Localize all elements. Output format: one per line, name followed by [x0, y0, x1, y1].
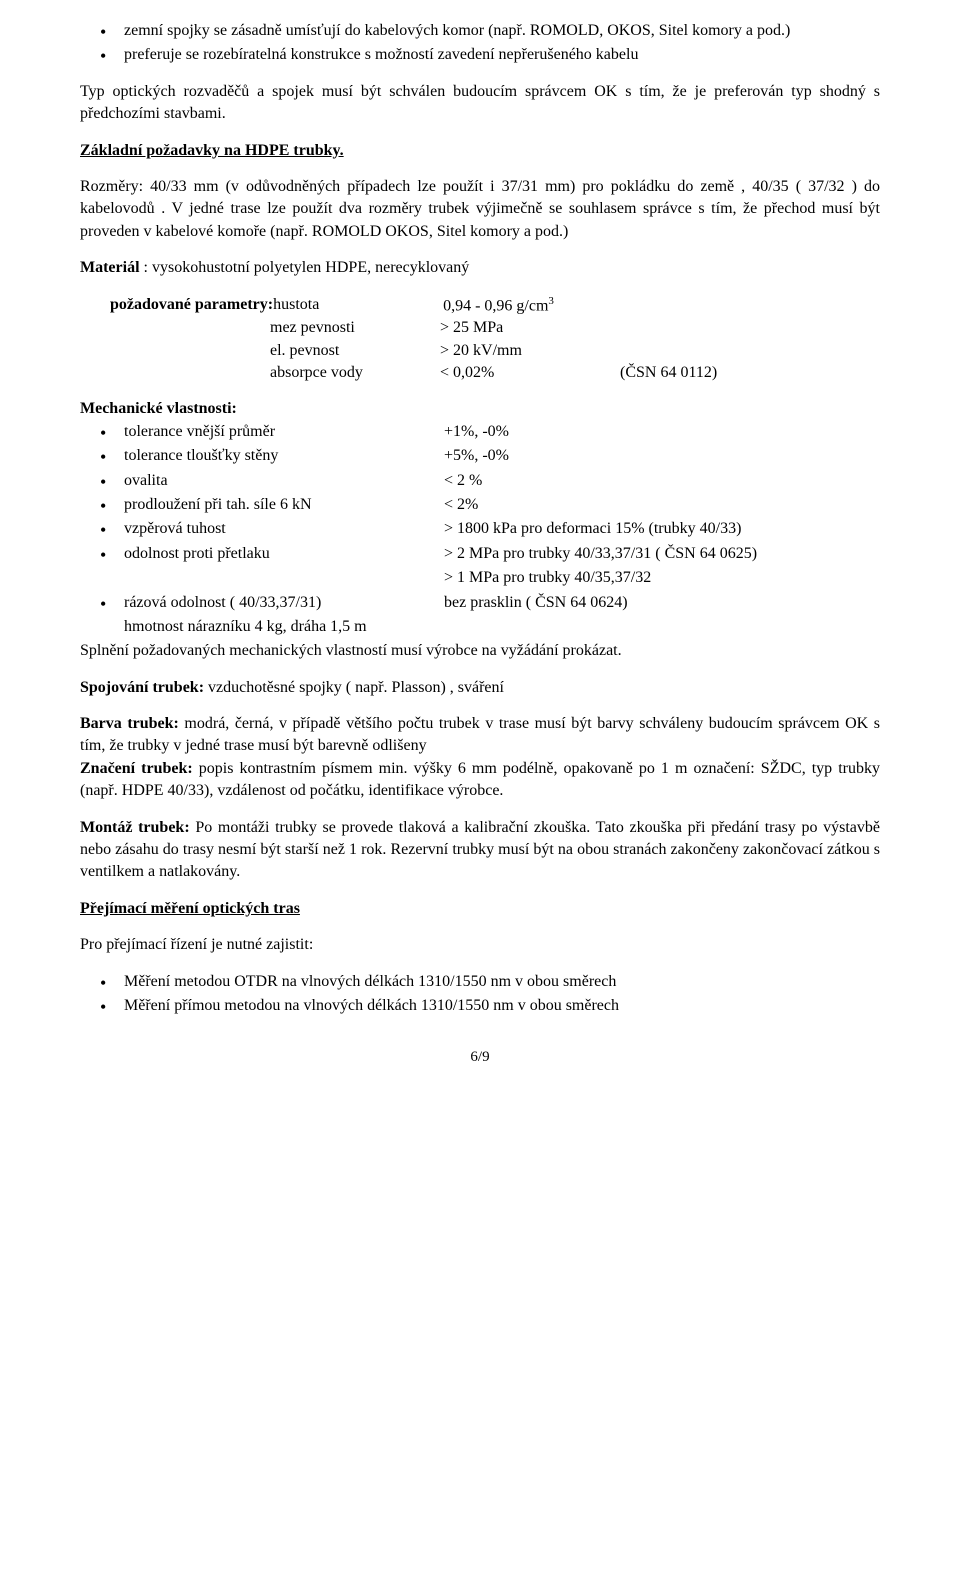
page-number: 6/9	[80, 1047, 880, 1068]
spoj-text: vzduchotěsné spojky ( např. Plasson) , s…	[204, 679, 504, 696]
list-item: zemní spojky se zásadně umísťují do kabe…	[100, 20, 880, 42]
mech-key: prodloužení při tah. síle 6 kN	[124, 494, 444, 516]
paragraph-barva: Barva trubek: modrá, černá, v případě vě…	[80, 713, 880, 758]
mech-heading: Mechanické vlastnosti:	[80, 398, 880, 420]
paragraph-splneni: Splnění požadovaných mechanických vlastn…	[80, 640, 880, 662]
paragraph-typ: Typ optických rozvaděčů a spojek musí bý…	[80, 81, 880, 126]
list-item: Měření metodou OTDR na vlnových délkách …	[100, 971, 880, 993]
mech-extra-text: hmotnost nárazníku 4 kg, dráha 1,5 m	[80, 616, 880, 638]
montaz-label: Montáž trubek:	[80, 819, 190, 836]
param-val: 0,94 - 0,96 g/cm3	[443, 294, 623, 318]
paragraph-montaz: Montáž trubek: Po montáži trubky se prov…	[80, 817, 880, 884]
params-block: požadované parametry: hustota 0,94 - 0,9…	[80, 294, 880, 385]
mech-val: > 2 MPa pro trubky 40/33,37/31 ( ČSN 64 …	[444, 543, 757, 565]
mech-val: < 2%	[444, 494, 478, 516]
param-heading: požadované parametry:	[80, 294, 273, 318]
mech-val: +1%, -0%	[444, 421, 509, 443]
param-key: absorpce vody	[270, 362, 440, 384]
mech-key: odolnost proti přetlaku	[124, 543, 444, 565]
mech-extra-line: > 1 MPa pro trubky 40/35,37/32	[80, 567, 880, 589]
material-text: : vysokohustotní polyetylen HDPE, nerecy…	[140, 259, 470, 276]
paragraph-znaceni: Značení trubek: popis kontrastním písmem…	[80, 758, 880, 803]
param-key: hustota	[273, 294, 443, 318]
param-extra: (ČSN 64 0112)	[620, 362, 717, 384]
mech-key: rázová odolnost ( 40/33,37/31)	[124, 592, 444, 614]
mech-val: > 1800 kPa pro deformaci 15% (trubky 40/…	[444, 518, 741, 540]
material-label: Materiál	[80, 259, 140, 276]
spoj-label: Spojování trubek:	[80, 679, 204, 696]
param-val: < 0,02%	[440, 362, 620, 384]
mech-key: ovalita	[124, 470, 444, 492]
mech-block: tolerance vnější průměr+1%, -0% toleranc…	[80, 421, 880, 639]
list-item: preferuje se rozebíratelná konstrukce s …	[100, 44, 880, 66]
mech-key: tolerance tloušťky stěny	[124, 445, 444, 467]
paragraph-spojovani: Spojování trubek: vzduchotěsné spojky ( …	[80, 677, 880, 699]
heading-hdpe: Základní požadavky na HDPE trubky.	[80, 140, 880, 162]
top-bullet-list: zemní spojky se zásadně umísťují do kabe…	[80, 20, 880, 67]
mech-key: tolerance vnější průměr	[124, 421, 444, 443]
heading-prejimaci: Přejímací měření optických tras	[80, 898, 880, 920]
bottom-bullet-list: Měření metodou OTDR na vlnových délkách …	[80, 971, 880, 1018]
paragraph-rozmery: Rozměry: 40/33 mm (v odůvodněných případ…	[80, 176, 880, 243]
mech-val: bez prasklin ( ČSN 64 0624)	[444, 592, 628, 614]
param-key: el. pevnost	[270, 340, 440, 362]
param-val: > 20 kV/mm	[440, 340, 620, 362]
mech-val: < 2 %	[444, 470, 482, 492]
barva-text: modrá, černá, v případě většího počtu tr…	[80, 715, 880, 754]
list-item: Měření přímou metodou na vlnových délkác…	[100, 995, 880, 1017]
znaceni-text: popis kontrastním písmem min. výšky 6 mm…	[80, 760, 880, 799]
mech-val: +5%, -0%	[444, 445, 509, 467]
znaceni-label: Značení trubek:	[80, 760, 193, 777]
paragraph-material: Materiál : vysokohustotní polyetylen HDP…	[80, 257, 880, 279]
montaz-text: Po montáži trubky se provede tlaková a k…	[80, 819, 880, 881]
mech-key: vzpěrová tuhost	[124, 518, 444, 540]
param-val: > 25 MPa	[440, 317, 620, 339]
barva-label: Barva trubek:	[80, 715, 179, 732]
param-key: mez pevnosti	[270, 317, 440, 339]
paragraph-prejimaci: Pro přejímací řízení je nutné zajistit:	[80, 934, 880, 956]
